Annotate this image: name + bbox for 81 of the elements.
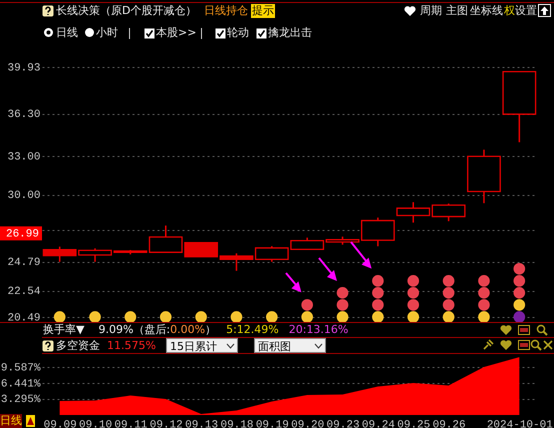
text: ） — [205, 323, 216, 336]
y-tick-label: 24.79 — [7, 257, 40, 270]
chart-title: 多空资金 — [56, 339, 100, 353]
y-tick-label: 22.54 — [7, 286, 41, 298]
point — [514, 262, 526, 275]
x-tick-label: 09.25 — [397, 420, 430, 428]
point — [478, 299, 490, 311]
text: 提示 — [251, 4, 275, 18]
point — [195, 311, 207, 322]
x-tick-label: 09.09 — [44, 420, 77, 428]
point — [514, 287, 526, 299]
text: 0.00% — [170, 323, 206, 336]
y-tick-label: 20.49 — [7, 312, 40, 324]
point — [372, 311, 384, 322]
point — [442, 299, 454, 311]
text: 擒龙出击 — [268, 26, 312, 40]
point — [514, 311, 526, 322]
dropdown: 面积图 — [254, 338, 326, 353]
point — [407, 311, 420, 322]
text: 9.09%（盘后: — [98, 323, 170, 336]
point — [407, 287, 420, 299]
x-tick-label: 09.18 — [220, 420, 254, 428]
point — [372, 287, 384, 299]
text: 轮动 — [227, 26, 249, 40]
text: 周期 — [420, 4, 442, 18]
point — [230, 311, 242, 322]
y-tick-label: 36.30 — [7, 109, 40, 122]
point — [442, 275, 454, 287]
y-tick-label: 30.00 — [7, 190, 40, 202]
point — [407, 275, 420, 287]
x-tick-label: 09.24 — [362, 420, 396, 428]
text: 5:12.49% — [226, 323, 279, 336]
y-tick-label: 3.295% — [0, 394, 41, 406]
point — [514, 299, 526, 311]
x-tick-label: 09.26 — [432, 420, 466, 428]
text: 日线持仓 — [204, 4, 248, 18]
point — [266, 311, 278, 322]
x-tick-label: 09.20 — [291, 420, 324, 428]
text: 设置 — [515, 4, 537, 18]
x-tick-label: 2024-10-01 — [486, 420, 554, 428]
point — [478, 275, 490, 287]
point — [372, 275, 384, 287]
text: 坐标线 — [470, 4, 503, 18]
point — [514, 275, 526, 287]
point — [442, 287, 454, 299]
point — [301, 299, 313, 311]
y-tick-label: 39.93 — [7, 62, 40, 74]
y-tick-label: 9.587% — [0, 362, 41, 375]
point — [442, 311, 454, 322]
point — [160, 311, 172, 322]
point — [478, 311, 490, 322]
x-tick-label: 09.10 — [79, 420, 112, 428]
dropdown: 15日累计 — [166, 338, 238, 353]
text: 20:13.16% — [288, 323, 348, 336]
point — [54, 311, 66, 322]
point — [124, 311, 136, 322]
point — [336, 299, 348, 311]
chart-title: 长线决策（原D个股开减仓） — [56, 4, 196, 18]
x-tick-label: 09.23 — [326, 420, 360, 428]
point — [89, 311, 101, 322]
point — [336, 311, 348, 322]
x-tick-label: 09.11 — [114, 420, 148, 428]
text: 日线 — [0, 414, 22, 428]
ref-line-label: 26.99 — [6, 228, 39, 240]
point — [301, 311, 313, 322]
point — [407, 299, 420, 311]
x-tick-label: 09.19 — [256, 420, 289, 428]
text: 换手率▼ — [43, 323, 84, 336]
point — [372, 299, 384, 311]
y-tick-label: 6.441% — [0, 378, 41, 390]
text: 11.575% — [107, 339, 156, 353]
point — [478, 287, 490, 299]
text: 主图 — [446, 4, 468, 18]
text: 本股>> — [156, 26, 196, 40]
text: 权 — [504, 4, 515, 18]
y-tick-label: 33.00 — [7, 152, 40, 164]
text: 小时 — [96, 26, 118, 40]
text: 日线 — [56, 26, 78, 40]
x-tick-label: 09.13 — [185, 420, 218, 428]
point — [336, 287, 348, 299]
x-tick-label: 09.12 — [150, 420, 183, 428]
